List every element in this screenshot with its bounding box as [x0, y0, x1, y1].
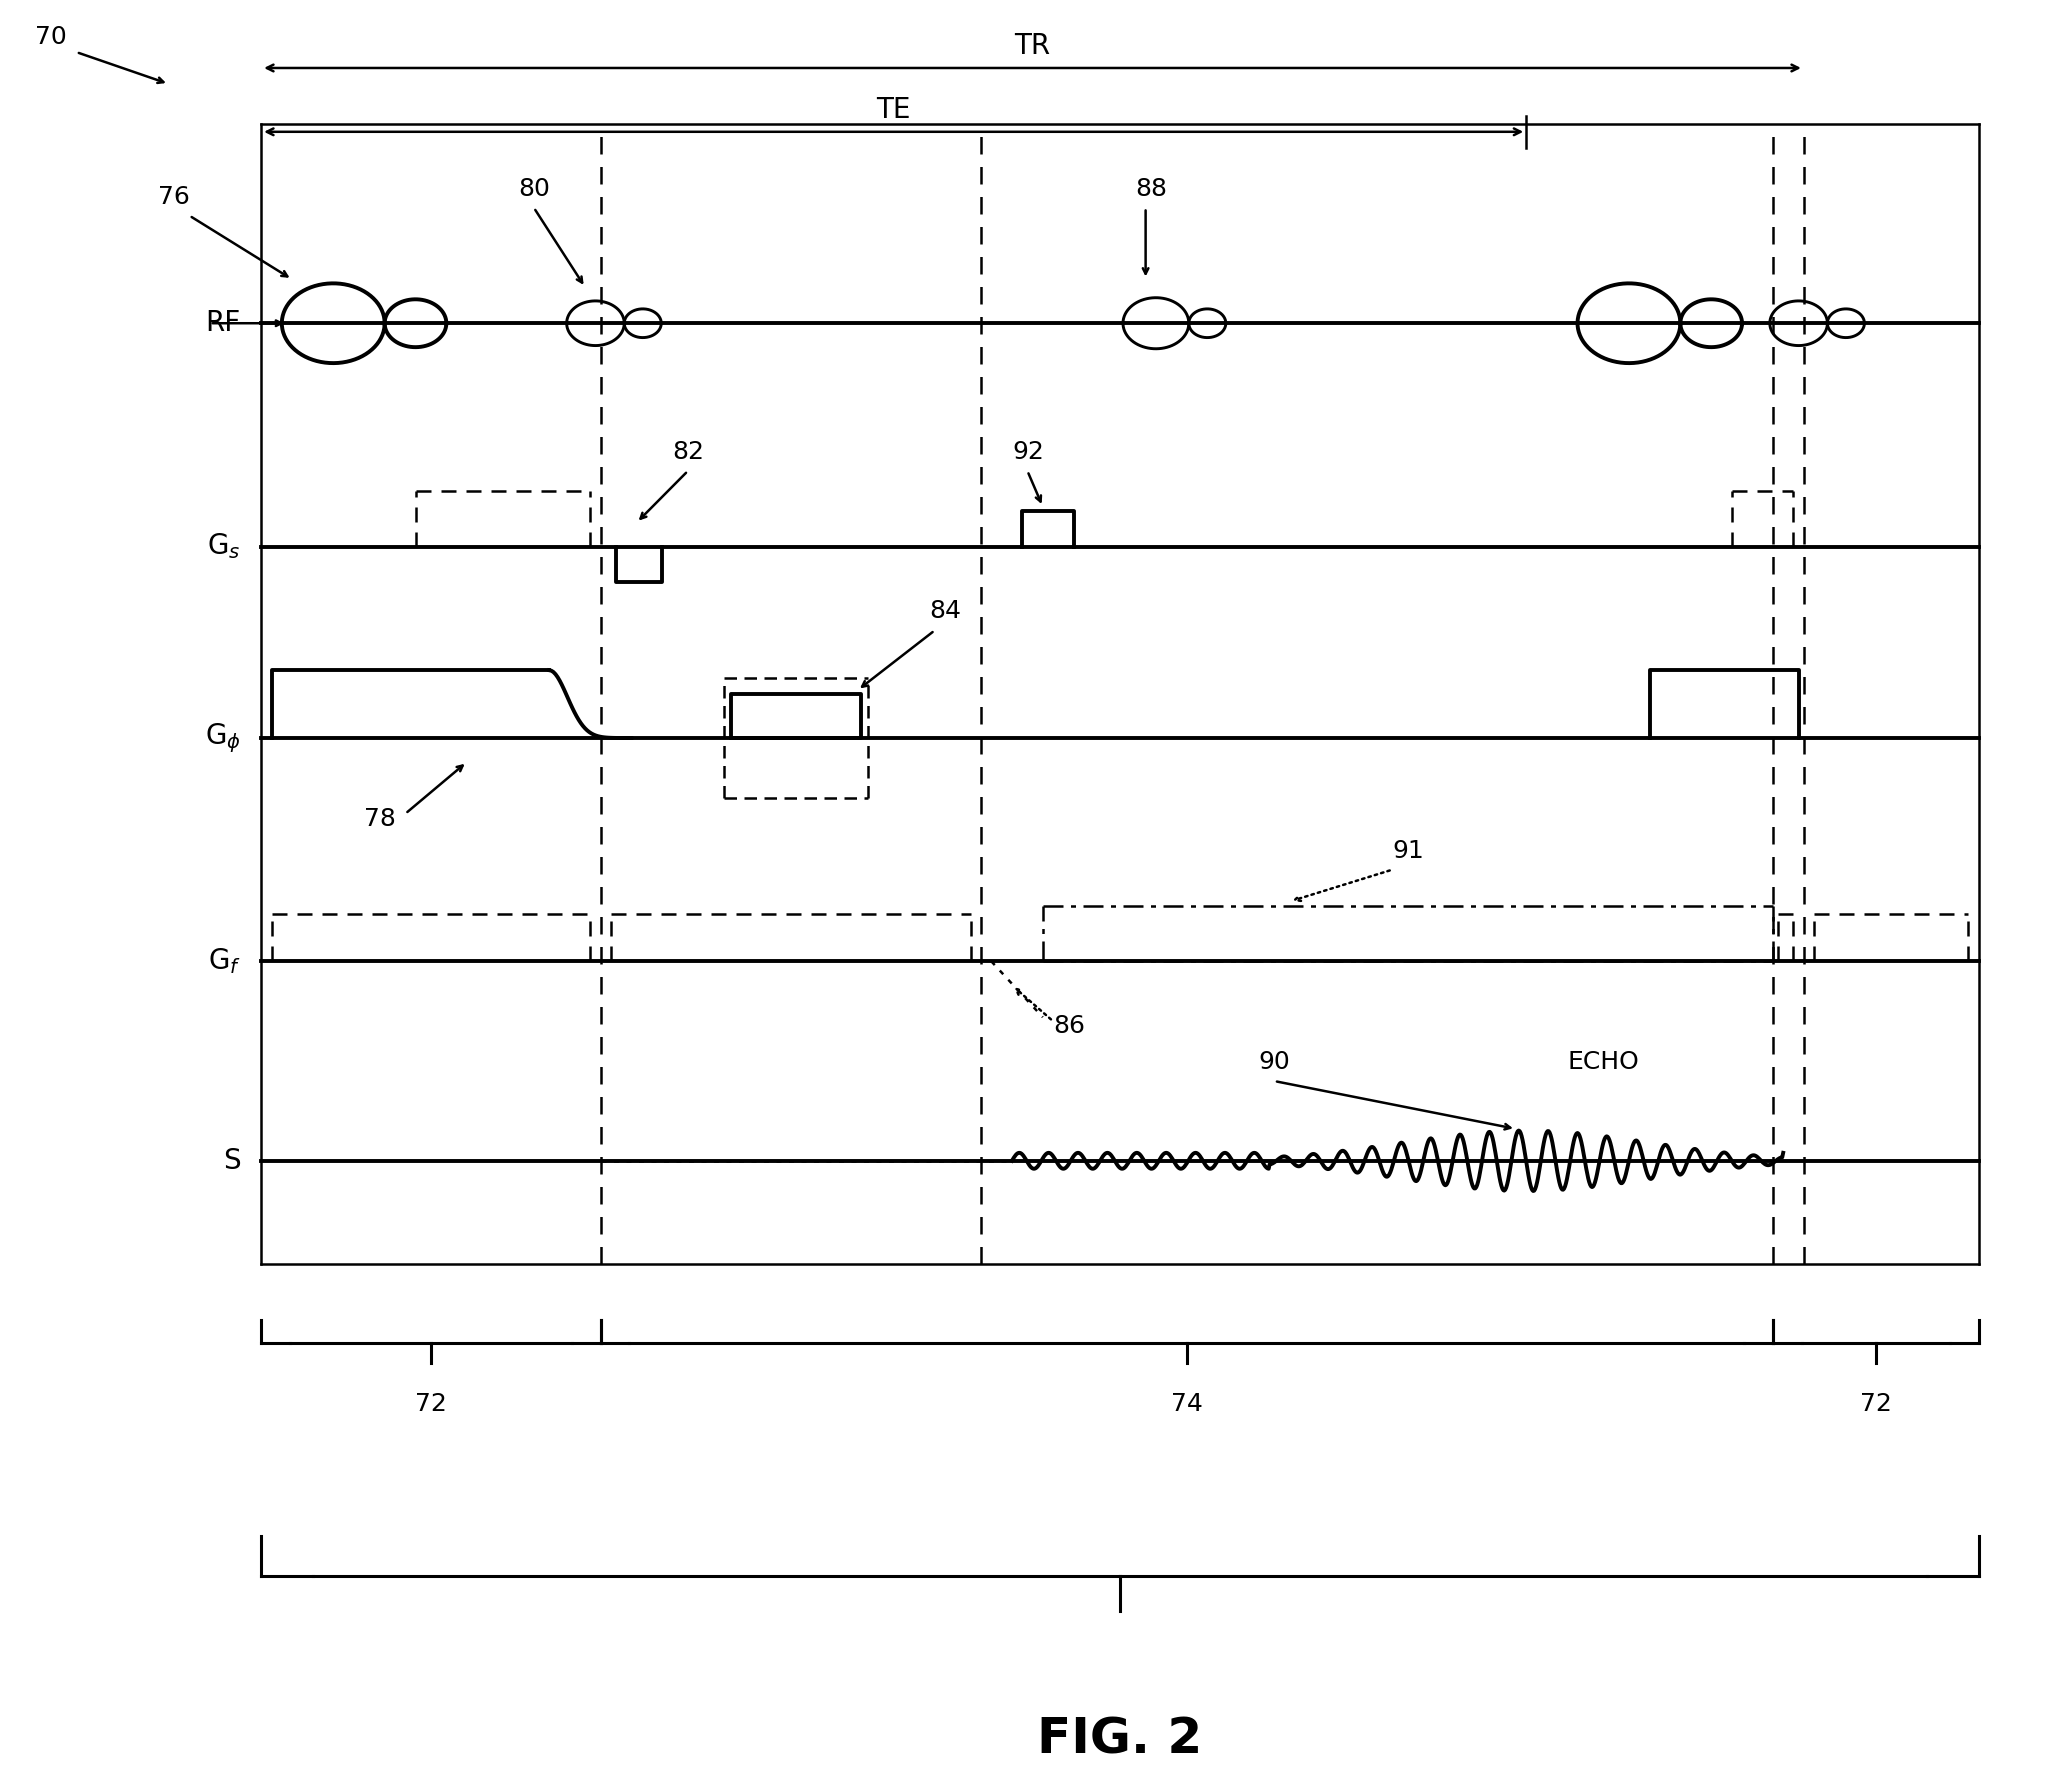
- Text: 78: 78: [363, 807, 396, 832]
- Text: 91: 91: [1392, 839, 1425, 862]
- Text: RF: RF: [204, 309, 242, 338]
- Text: G$_s$: G$_s$: [206, 531, 242, 562]
- Text: 70: 70: [35, 25, 66, 50]
- Text: TE: TE: [876, 96, 911, 124]
- Text: 88: 88: [1136, 176, 1167, 201]
- Text: G$_\phi$: G$_\phi$: [204, 721, 242, 755]
- Text: 82: 82: [673, 441, 704, 464]
- Text: 76: 76: [159, 185, 190, 208]
- Text: 72: 72: [1861, 1391, 1892, 1416]
- Text: FIG. 2: FIG. 2: [1037, 1715, 1202, 1763]
- Text: 90: 90: [1260, 1050, 1291, 1073]
- Text: 92: 92: [1012, 441, 1043, 464]
- Text: G$_f$: G$_f$: [209, 947, 242, 976]
- Text: 72: 72: [415, 1391, 446, 1416]
- Text: 86: 86: [1053, 1015, 1084, 1038]
- Text: TR: TR: [1014, 32, 1051, 60]
- Text: 80: 80: [518, 176, 549, 201]
- Text: 74: 74: [1171, 1391, 1202, 1416]
- Text: S: S: [223, 1146, 242, 1175]
- Text: 84: 84: [929, 599, 962, 624]
- Text: ECHO: ECHO: [1567, 1050, 1640, 1073]
